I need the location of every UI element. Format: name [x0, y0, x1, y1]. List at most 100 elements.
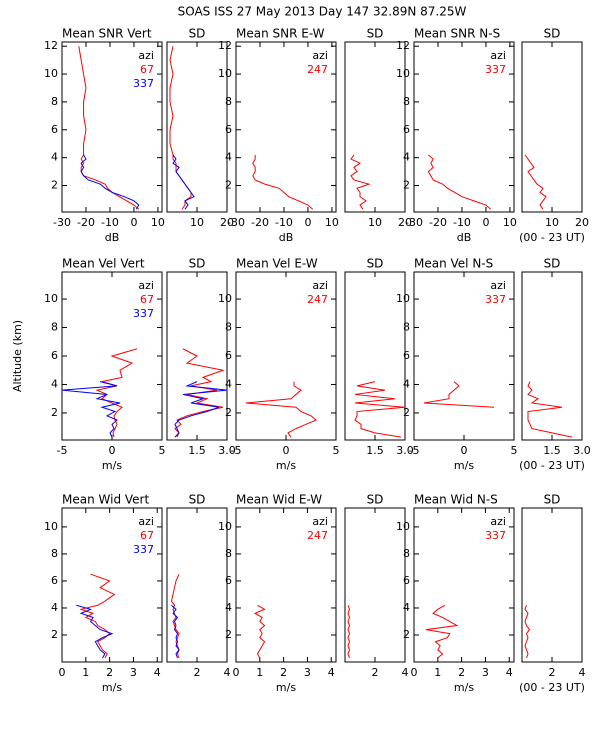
- x-tick-label: 0: [304, 216, 311, 229]
- profile-line: [425, 604, 459, 659]
- x-tick-label: 4: [506, 666, 513, 679]
- x-tick-label: 5: [159, 444, 166, 457]
- y-tick-label: 4: [225, 151, 232, 164]
- x-tick-label: -20: [251, 216, 269, 229]
- y-tick-label: 4: [51, 151, 58, 164]
- legend-title: azi: [138, 515, 154, 528]
- panel-title: SD: [189, 257, 206, 271]
- legend-entry: 337: [485, 63, 506, 76]
- x-tick-label: -30: [53, 216, 71, 229]
- x-tick-label: 5: [333, 444, 340, 457]
- x-tick-label: 2: [194, 666, 201, 679]
- y-tick-label: 8: [403, 321, 410, 334]
- x-tick-label: 0: [411, 666, 418, 679]
- x-tick-label: 0: [130, 216, 137, 229]
- legend-entry: 337: [485, 293, 506, 306]
- y-tick-label: 6: [403, 574, 410, 587]
- x-tick-label: 0: [233, 666, 240, 679]
- x-axis-label: dB: [105, 231, 120, 244]
- x-tick-label: -5: [57, 444, 68, 457]
- legend-entry: 247: [307, 529, 328, 542]
- x-tick-label: 2: [372, 666, 379, 679]
- profile-line: [95, 348, 138, 438]
- x-tick-label: -10: [275, 216, 293, 229]
- y-tick-label: 2: [51, 179, 58, 192]
- legend-entry: 337: [133, 307, 154, 320]
- x-tick-label: 20: [220, 216, 234, 229]
- legend-title: azi: [138, 279, 154, 292]
- panel-title: Mean Wid E-W: [236, 493, 322, 507]
- legend-title: azi: [490, 279, 506, 292]
- time-note: (00 - 23 UT): [519, 231, 585, 244]
- x-tick-label: 4: [402, 666, 409, 679]
- x-tick-label: 10: [368, 216, 382, 229]
- figure-title: SOAS ISS 27 May 2013 Day 147 32.89N 87.2…: [178, 5, 467, 19]
- x-tick-label: 1: [434, 666, 441, 679]
- x-tick-label: 3: [130, 666, 137, 679]
- legend-title: azi: [490, 515, 506, 528]
- x-tick-label: 10: [325, 216, 339, 229]
- y-tick-label: 6: [51, 123, 58, 136]
- profile-line: [354, 381, 406, 438]
- profile-line: [171, 604, 180, 659]
- plot-frame: [235, 41, 337, 213]
- profile-line: [347, 605, 351, 659]
- x-tick-label: 0: [482, 216, 489, 229]
- plot-frame: [413, 41, 515, 213]
- panel-title: Mean Vel Vert: [62, 257, 145, 271]
- y-tick-label: 4: [403, 151, 410, 164]
- y-tick-label: 2: [403, 179, 410, 192]
- profile-line: [79, 573, 116, 659]
- profile-line: [252, 154, 314, 210]
- profile-line: [524, 154, 547, 210]
- x-tick-label: 5: [511, 444, 518, 457]
- x-tick-label: 20: [398, 216, 412, 229]
- legend-title: azi: [312, 49, 328, 62]
- panel-title: Mean SNR E-W: [236, 27, 325, 41]
- x-tick-label: 1: [256, 666, 263, 679]
- y-tick-label: 10: [44, 292, 58, 305]
- x-tick-label: 10: [503, 216, 517, 229]
- x-axis-label: dB: [279, 231, 294, 244]
- x-tick-label: 4: [224, 666, 231, 679]
- legend-entry: 67: [140, 63, 154, 76]
- x-tick-label: 2: [458, 666, 465, 679]
- y-tick-label: 12: [396, 39, 410, 52]
- panel-title: Mean Vel N-S: [414, 257, 493, 271]
- plot-frame: [61, 41, 163, 213]
- x-tick-label: 0: [59, 666, 66, 679]
- x-tick-label: -10: [101, 216, 119, 229]
- x-tick-label: -5: [231, 444, 242, 457]
- time-note: (00 - 23 UT): [519, 681, 585, 694]
- x-tick-label: 4: [328, 666, 335, 679]
- profile-line: [527, 381, 573, 438]
- profile-line: [524, 605, 531, 659]
- profile-line: [174, 381, 228, 438]
- legend-entry: 337: [133, 77, 154, 90]
- y-tick-label: 4: [403, 377, 410, 390]
- x-tick-label: 10: [545, 216, 559, 229]
- panel-title: SD: [544, 27, 561, 41]
- legend-entry: 67: [140, 529, 154, 542]
- x-tick-label: 1.5: [366, 444, 384, 457]
- profile-line: [427, 154, 492, 210]
- x-axis-label: m/s: [454, 459, 474, 472]
- x-tick-label: 3.0: [396, 444, 414, 457]
- x-tick-label: 2: [280, 666, 287, 679]
- panel-title: Mean SNR Vert: [62, 27, 152, 41]
- y-tick-label: 6: [51, 349, 58, 362]
- y-tick-label: 2: [225, 179, 232, 192]
- panel-title: SD: [189, 493, 206, 507]
- y-tick-label: 6: [51, 574, 58, 587]
- x-tick-label: 10: [151, 216, 165, 229]
- y-tick-label: 10: [396, 292, 410, 305]
- plot-frame: [235, 507, 337, 663]
- x-tick-label: 0: [283, 444, 290, 457]
- panel-title: Mean SNR N-S: [414, 27, 500, 41]
- x-tick-label: 10: [190, 216, 204, 229]
- profile-line: [174, 348, 225, 438]
- y-tick-label: 6: [403, 123, 410, 136]
- x-tick-label: -10: [453, 216, 471, 229]
- x-tick-label: 2: [549, 666, 556, 679]
